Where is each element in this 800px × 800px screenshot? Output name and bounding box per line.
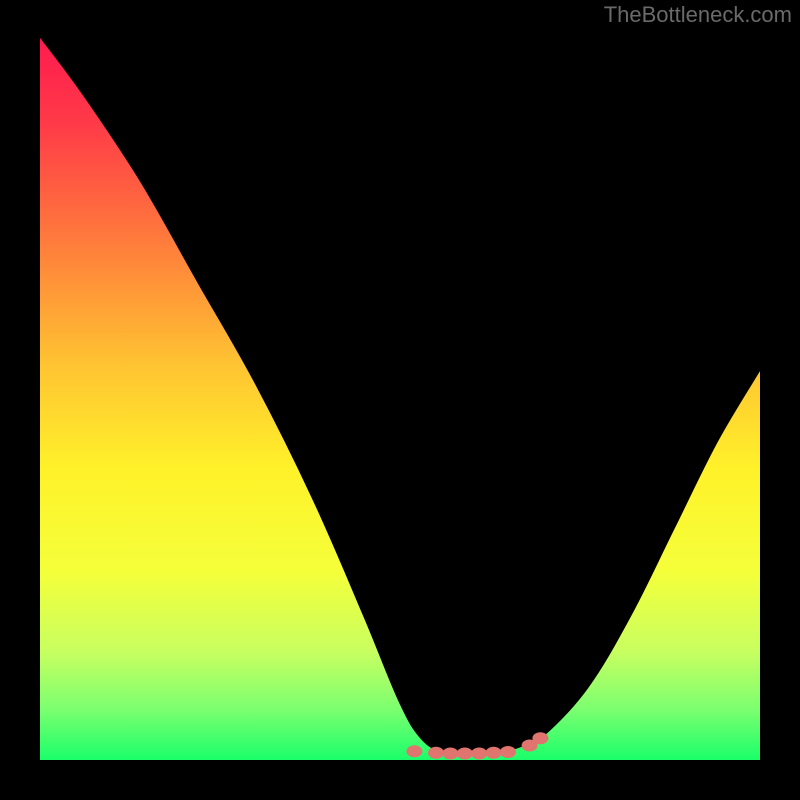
valley-marker [486,747,502,759]
valley-marker [406,745,422,757]
watermark-text: TheBottleneck.com [604,2,792,28]
valley-marker [471,747,487,759]
bottleneck-chart [40,36,760,760]
valley-marker [457,747,473,759]
valley-marker [532,732,548,744]
valley-marker [500,746,516,758]
valley-marker [442,747,458,759]
gradient-fill [40,36,760,760]
chart-svg [40,36,760,760]
valley-marker [428,747,444,759]
